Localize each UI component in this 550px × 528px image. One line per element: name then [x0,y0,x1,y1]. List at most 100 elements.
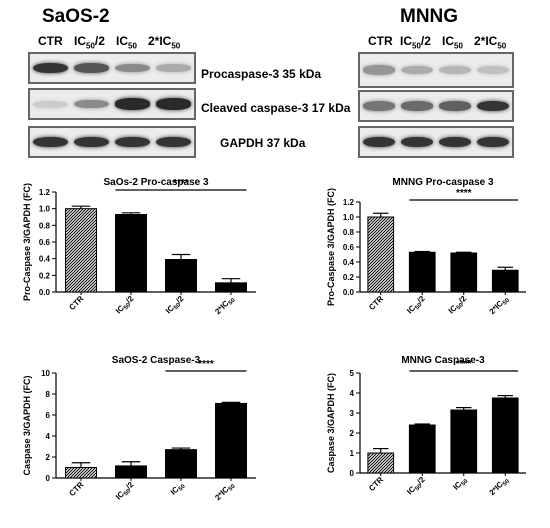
blot-band [476,65,510,75]
blot-band [32,136,69,148]
x-tick-label: 2*IC50 [213,294,237,318]
y-tick-label: 0.4 [39,255,51,264]
blot-band [155,98,192,110]
y-tick-label: 0.2 [343,273,355,282]
x-tick-label: IC50 [169,480,188,499]
blot-band [400,65,434,75]
saos2-panel-title: SaOS-2 [42,6,110,27]
significance-label: **** [456,188,472,199]
band-label-cleaved: Cleaved caspase-3 17 kDa [201,101,351,115]
y-tick-label: 1.0 [39,205,51,214]
bar [165,449,197,479]
x-tick-label: IC50 [451,475,470,494]
bar [115,214,147,293]
blot-band [155,64,192,72]
blot-saos2-gapdh [28,126,196,158]
y-tick-label: 0.8 [343,228,355,237]
bar [450,409,478,474]
blot-band [476,100,510,112]
chart-title: MNNG Caspase-3 [401,355,485,366]
y-tick-label: 0.6 [39,238,51,247]
y-tick-label: 8 [46,390,51,399]
band-label-procaspase: Procaspase-3 35 kDa [201,67,322,81]
blot-band [73,62,110,74]
blot-band [438,65,472,75]
blot-mnng-cleaved [358,90,514,122]
chart-saos2-caspase3: SaOS-2 Caspase-3 0 2 4 6 8 10 Caspase 3/GAPDH (… [22,355,256,503]
chart-mnng-caspase3: MNNG Caspase-3 0 1 2 3 4 5 Caspase 3/GAPDH (FC)… [326,355,526,499]
bar [367,216,395,293]
lane-label-ic50: IC50 [116,34,137,51]
x-tick-label: CTR [67,480,85,498]
bar [165,259,197,293]
y-tick-label: 6 [46,411,51,420]
y-axis-label: Pro-Caspase 3/GAPDH (FC) [22,183,32,301]
blot-band [155,136,192,148]
chart-title: SaOS-2 Caspase-3 [112,355,201,366]
y-tick-label: 2 [350,429,355,438]
y-tick-label: 5 [350,369,355,378]
y-tick-label: 10 [41,369,50,378]
y-tick-label: 0.8 [39,221,51,230]
y-axis-label: Caspase 3/GAPDH (FC) [326,373,336,473]
bar [65,467,97,479]
x-tick-label: IC50/2 [447,294,470,317]
blot-band [362,101,396,111]
blot-band [400,101,434,111]
lane-label-2ic50: 2*IC50 [474,34,507,51]
bar [408,424,436,474]
x-tick-label: IC50/2 [114,480,137,503]
mnng-panel-title: MNNG [400,6,459,27]
blot-band [114,98,151,110]
blot-band [32,100,69,108]
y-tick-label: 3 [350,409,355,418]
x-tick-label: IC50/2 [405,475,428,498]
x-tick-label: 2*IC50 [488,475,512,499]
blot-band [400,136,434,148]
y-tick-label: 0.6 [343,243,355,252]
bar [115,465,147,479]
bar [65,208,97,293]
lane-label-ic50-half: IC50/2 [400,34,431,51]
band-label-gapdh: GAPDH 37 kDa [220,136,306,150]
y-tick-label: 0 [46,474,51,483]
blot-band [114,136,151,148]
y-tick-label: 1.2 [343,198,355,207]
x-tick-label: 2*IC50 [488,294,512,318]
x-tick-label: CTR [367,475,385,493]
y-tick-label: 0 [350,469,355,478]
lane-label-ctr: CTR [38,34,63,48]
significance-label: **** [173,178,189,189]
lane-label-ic50: IC50 [442,34,463,51]
blot-band [438,136,472,148]
lane-label-ctr: CTR [368,34,393,48]
blot-band [362,65,396,75]
blot-band [114,63,151,73]
y-tick-label: 0.4 [343,258,355,267]
blot-band [438,101,472,111]
blot-band [73,99,110,109]
bar [215,402,247,479]
y-tick-label: 1.0 [343,213,355,222]
bar [450,252,478,293]
blot-band [362,136,396,148]
y-tick-label: 2 [46,453,51,462]
y-tick-label: 1 [350,449,355,458]
x-tick-label: IC50/2 [114,294,137,317]
lane-label-2ic50: 2*IC50 [148,34,181,51]
x-tick-label: IC50/2 [405,294,428,317]
significance-label: **** [198,359,214,370]
chart-title: SaOs-2 Pro-caspase 3 [103,177,208,188]
lane-label-ic50-half: IC50/2 [74,34,105,51]
blot-saos2-cleaved [28,88,196,120]
y-tick-label: 0.2 [39,271,51,280]
blot-mnng-gapdh [358,126,514,158]
blot-band [73,136,110,148]
y-tick-label: 1.2 [39,188,51,197]
y-tick-label: 0.0 [343,288,355,297]
bar [491,269,519,293]
blot-band [32,62,69,74]
x-tick-label: CTR [67,294,85,312]
significance-label: **** [456,359,472,370]
y-tick-label: 4 [46,432,51,441]
